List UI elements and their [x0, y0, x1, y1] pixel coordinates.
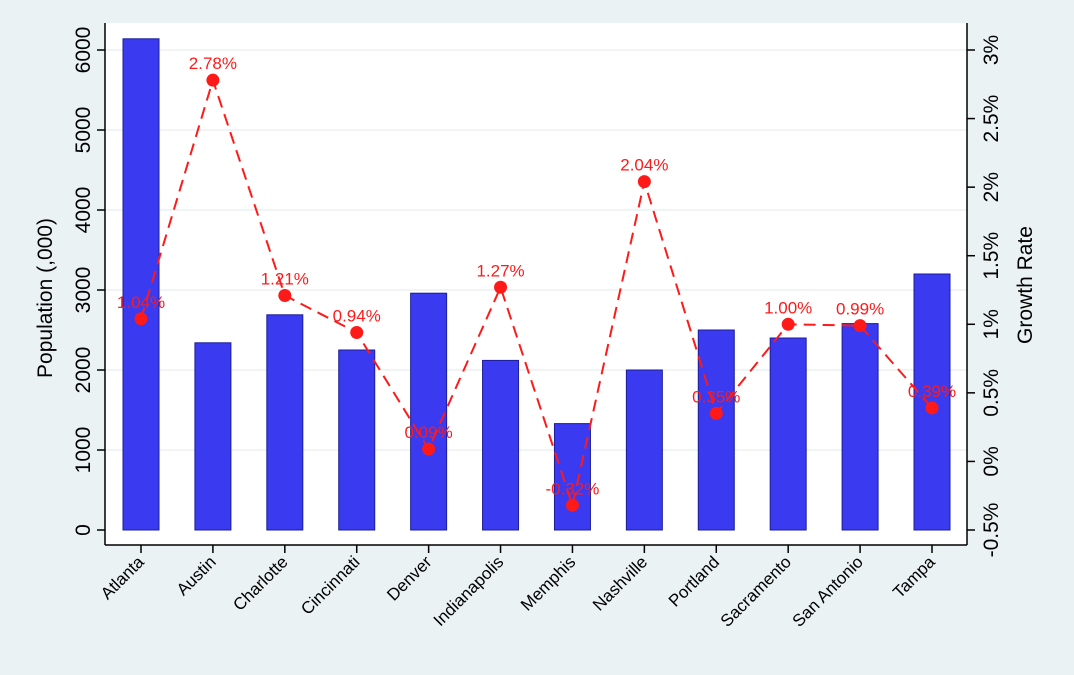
growth-point [134, 312, 148, 326]
x-tick-label: Indianapolis [430, 552, 508, 630]
bar-sacramento [769, 337, 807, 531]
y-tick-label: 3000 [72, 267, 95, 314]
x-tick-label: Tampa [889, 552, 939, 602]
y2-tick-label: 3% [980, 35, 1003, 65]
y2-tick-label: -0.5% [980, 503, 1003, 558]
growth-label: 2.78% [189, 54, 237, 73]
growth-point [278, 288, 292, 302]
growth-point [781, 317, 795, 331]
growth-point [494, 280, 508, 294]
bar-cincinnati [338, 349, 376, 531]
growth-label: 0.35% [692, 387, 740, 406]
y-tick-label: 6000 [72, 27, 95, 74]
y-tick-label: 0 [72, 524, 95, 536]
y2-axis-ticks: -0.5% 0% 0.5% 1% 1.5% 2% 2.5% 3% [967, 35, 1003, 558]
growth-rate-labels: 1.04% 2.78% 1.21% 0.94% 0.09% 1.27% -0.32% 2.04… [117, 54, 956, 498]
x-axis-ticks: Atlanta Austin Charlotte Cincinnati DenverIn… [97, 545, 939, 631]
growth-point [709, 406, 723, 420]
plot-area [105, 23, 967, 545]
growth-label: -0.32% [546, 479, 600, 498]
y-tick-label: 2000 [72, 347, 95, 394]
y-axis-ticks: 0 1000 2000 3000 4000 5000 6000 [72, 27, 105, 536]
growth-label: 0.94% [333, 307, 381, 326]
grid [105, 49, 967, 451]
y-tick-label: 4000 [72, 187, 95, 234]
y2-tick-label: 2% [980, 172, 1003, 202]
growth-label: 0.99% [836, 300, 884, 319]
bar-portland [697, 329, 735, 531]
x-tick-label: Sacramento [717, 552, 795, 630]
bar-charlotte [266, 314, 304, 531]
growth-label: 0.09% [405, 423, 453, 442]
x-tick-label: Charlotte [229, 552, 291, 614]
y-axis-label: Population (,000) [34, 218, 57, 378]
x-tick-label: Cincinnati [297, 552, 363, 618]
growth-point [565, 498, 579, 512]
x-tick-label: Nashville [589, 552, 651, 614]
growth-rate-points [134, 73, 939, 512]
growth-label: 1.21% [261, 269, 309, 288]
bar-indianapolis [482, 359, 520, 531]
x-tick-label: Atlanta [97, 552, 148, 603]
y2-tick-label: 0% [980, 446, 1003, 476]
growth-point [206, 73, 220, 87]
x-tick-label: Portland [665, 552, 723, 610]
growth-rate-line [140, 76, 933, 510]
growth-label: 0.39% [908, 382, 956, 401]
x-tick-label: San Antonio [789, 552, 867, 630]
bar-atlanta [122, 38, 160, 531]
bar-memphis [553, 423, 591, 531]
growth-point [350, 326, 364, 340]
growth-label: 2.04% [620, 156, 668, 175]
y2-tick-label: 1% [980, 309, 1003, 339]
y-tick-label: 5000 [72, 107, 95, 154]
y2-tick-label: 1.5% [980, 232, 1003, 280]
x-tick-label: Memphis [517, 552, 579, 614]
growth-label: 1.00% [764, 298, 812, 317]
growth-label: 1.27% [476, 261, 524, 280]
growth-point [853, 319, 867, 333]
growth-point [925, 401, 939, 415]
bar-denver [410, 292, 448, 531]
bars [122, 38, 951, 531]
axes [104, 23, 968, 546]
y2-tick-label: 0.5% [980, 369, 1003, 417]
bar-austin [194, 342, 232, 531]
bar-nashville [625, 369, 663, 531]
y2-axis-label: Growth Rate [1014, 226, 1037, 344]
x-tick-label: Denver [383, 552, 435, 604]
bar-san-antonio [841, 323, 879, 531]
growth-label: 1.04% [117, 293, 165, 312]
y2-tick-label: 2.5% [980, 95, 1003, 143]
x-tick-label: Austin [173, 552, 220, 599]
y-tick-label: 1000 [72, 427, 95, 474]
growth-point [422, 442, 436, 456]
growth-point [637, 175, 651, 189]
